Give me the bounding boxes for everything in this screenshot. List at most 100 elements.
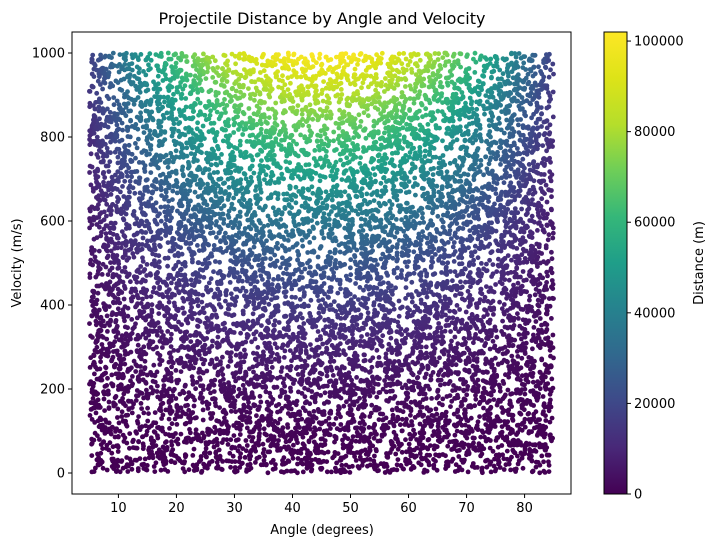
scatter-point <box>242 226 248 231</box>
scatter-point <box>258 189 264 195</box>
scatter-point <box>383 76 388 81</box>
scatter-point <box>321 211 327 217</box>
scatter-point <box>222 106 227 112</box>
scatter-point <box>539 251 544 256</box>
scatter-point <box>164 447 170 453</box>
scatter-point <box>299 66 305 72</box>
scatter-point <box>251 111 257 117</box>
scatter-point <box>546 104 552 110</box>
scatter-point <box>253 460 258 465</box>
scatter-point <box>165 50 171 56</box>
scatter-point <box>357 395 362 401</box>
scatter-point <box>435 213 441 219</box>
scatter-point <box>166 99 172 104</box>
scatter-point <box>548 67 553 73</box>
scatter-point <box>464 194 470 200</box>
scatter-point <box>170 188 176 194</box>
scatter-point <box>487 346 493 352</box>
scatter-point <box>291 442 296 448</box>
scatter-point <box>439 246 445 251</box>
scatter-point <box>348 224 354 230</box>
scatter-point <box>287 160 293 166</box>
scatter-point <box>486 199 491 205</box>
scatter-point <box>320 341 326 347</box>
scatter-point <box>211 305 217 311</box>
scatter-point <box>544 311 550 317</box>
scatter-point <box>433 406 439 412</box>
scatter-point <box>192 397 198 403</box>
scatter-point <box>197 267 203 272</box>
scatter-points <box>87 50 556 476</box>
scatter-point <box>98 233 104 239</box>
scatter-point <box>221 376 226 382</box>
scatter-point <box>254 201 260 207</box>
scatter-point <box>129 410 135 416</box>
scatter-point <box>113 394 119 399</box>
scatter-point <box>168 336 174 342</box>
scatter-point <box>319 231 325 237</box>
scatter-point <box>492 155 498 161</box>
scatter-point <box>104 213 109 219</box>
scatter-point <box>180 305 186 311</box>
scatter-point <box>138 52 144 57</box>
scatter-point <box>140 296 145 302</box>
scatter-point <box>193 386 199 392</box>
scatter-point <box>545 237 551 243</box>
scatter-point <box>512 274 518 280</box>
scatter-point <box>468 284 473 290</box>
scatter-point <box>484 284 489 289</box>
scatter-point <box>294 398 300 404</box>
scatter-point <box>330 373 336 378</box>
scatter-point <box>119 137 125 143</box>
scatter-point <box>310 116 316 122</box>
scatter-point <box>185 207 191 213</box>
scatter-point <box>423 106 429 112</box>
scatter-point <box>442 162 448 168</box>
scatter-point <box>103 364 108 370</box>
scatter-point <box>159 416 165 421</box>
scatter-point <box>436 372 441 378</box>
scatter-point <box>332 439 337 445</box>
scatter-point <box>92 63 98 68</box>
scatter-point <box>122 283 127 289</box>
scatter-point <box>308 297 314 303</box>
scatter-point <box>111 102 117 108</box>
scatter-point <box>314 220 320 226</box>
scatter-point <box>270 205 276 211</box>
scatter-point <box>183 96 189 101</box>
scatter-point <box>283 294 288 299</box>
scatter-point <box>155 73 161 79</box>
scatter-point <box>221 181 226 186</box>
scatter-point <box>536 244 542 250</box>
scatter-point <box>308 468 314 474</box>
scatter-point <box>315 254 321 260</box>
scatter-point <box>426 437 432 442</box>
scatter-point <box>109 174 115 180</box>
scatter-point <box>327 161 332 167</box>
scatter-point <box>383 104 389 109</box>
scatter-point <box>307 258 312 264</box>
scatter-point <box>212 438 218 443</box>
scatter-point <box>472 131 477 137</box>
scatter-point <box>153 177 159 182</box>
scatter-point <box>156 311 162 316</box>
scatter-point <box>192 152 198 157</box>
scatter-point <box>91 294 96 300</box>
scatter-point <box>121 296 127 302</box>
scatter-point <box>455 341 461 347</box>
scatter-point <box>551 71 556 77</box>
scatter-point <box>278 265 283 270</box>
scatter-point <box>269 297 274 302</box>
scatter-point <box>466 304 472 309</box>
scatter-point <box>300 275 305 280</box>
scatter-point <box>225 176 231 182</box>
scatter-point <box>405 62 411 68</box>
scatter-point <box>156 259 162 265</box>
scatter-point <box>268 409 274 415</box>
scatter-point <box>408 399 414 405</box>
scatter-point <box>275 303 281 309</box>
scatter-point <box>229 86 235 92</box>
scatter-point <box>280 430 286 436</box>
scatter-point <box>129 317 135 322</box>
scatter-point <box>300 370 305 376</box>
